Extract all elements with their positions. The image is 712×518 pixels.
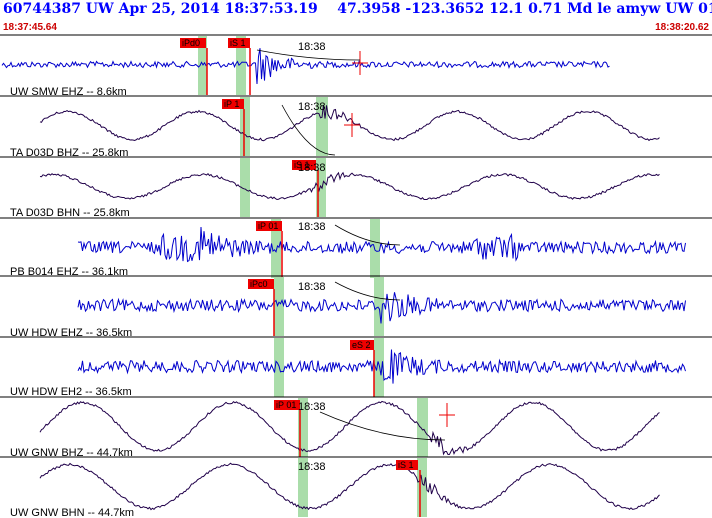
waveform-trace [39, 171, 660, 201]
pick-window [240, 158, 250, 217]
station-channel-label: UW GNW BHZ -- 44.7km [10, 447, 133, 459]
waveform-trace [39, 104, 660, 142]
waveform-trace [1, 48, 610, 85]
station-channel-label: PB B014 EHZ -- 36.1km [10, 266, 128, 278]
pick-window [316, 97, 328, 156]
pick-label-box[interactable] [396, 460, 418, 470]
travel-time-curve [319, 411, 446, 441]
trace-time-label: 18:38 [298, 281, 326, 293]
pick-phase-label[interactable]: iS 1 [294, 160, 310, 170]
pick-window [298, 398, 308, 457]
travel-time-curve [281, 104, 336, 156]
pick-window [374, 338, 384, 397]
trace-time-label: 18:38 [298, 221, 326, 233]
trace-time-label: 18:38 [298, 461, 326, 473]
pick-window [240, 97, 250, 156]
trace-time-label: 18:38 [298, 401, 326, 413]
pick-window [374, 277, 384, 336]
trace-time-label: 18:38 [298, 101, 326, 113]
travel-time-curve [334, 224, 401, 246]
travel-time-curve [334, 281, 401, 301]
pick-window [236, 36, 246, 95]
pick-window [271, 219, 281, 278]
pick-phase-label[interactable]: iPd0 [182, 38, 200, 48]
waveform-trace [39, 400, 660, 456]
window-end-time: 18:38:20.62 [655, 22, 709, 33]
pick-label-box[interactable] [228, 38, 250, 48]
pick-window [198, 36, 207, 95]
pick-label-box[interactable] [350, 340, 374, 350]
pick-window [417, 458, 427, 517]
pick-label-box[interactable] [274, 400, 300, 410]
pick-label-box[interactable] [256, 221, 282, 231]
station-channel-label: TA D03D BHN -- 25.8km [10, 207, 130, 219]
pick-label-box[interactable] [292, 160, 316, 170]
pick-window [417, 398, 428, 457]
pick-window [274, 277, 284, 336]
station-channel-label: UW SMW EHZ -- 8.6km [10, 86, 127, 98]
waveform-trace [77, 349, 686, 384]
pick-phase-label[interactable]: iP 01 [276, 400, 296, 410]
waveform-trace [77, 226, 686, 263]
travel-time-curve [256, 49, 361, 61]
pick-phase-label[interactable]: iPc0 [250, 279, 268, 289]
station-channel-label: UW HDW EH2 -- 36.5km [10, 386, 132, 398]
pick-phase-label[interactable]: iP 01 [258, 221, 278, 231]
waveform-trace [39, 462, 660, 511]
station-channel-label: UW GNW BHN -- 44.7km [10, 507, 134, 518]
trace-time-label: 18:38 [298, 162, 326, 174]
pick-phase-label[interactable]: iS 1 [230, 38, 246, 48]
pick-label-box[interactable] [248, 279, 274, 289]
pick-window [298, 458, 308, 517]
event-header-title: 60744387 UW Apr 25, 2014 18:37:53.19 47.… [3, 1, 712, 17]
window-start-time: 18:37:45.64 [3, 22, 57, 33]
pick-phase-label[interactable]: eS 2 [352, 340, 371, 350]
pick-label-box[interactable] [180, 38, 206, 48]
trace-time-label: 18:38 [298, 41, 326, 53]
pick-label-box[interactable] [222, 99, 244, 109]
pick-phase-label[interactable]: iP 1 [224, 99, 239, 109]
waveform-trace [77, 292, 686, 324]
pick-phase-label[interactable]: iS 1 [398, 460, 414, 470]
station-channel-label: UW HDW EHZ -- 36.5km [10, 327, 132, 339]
station-channel-label: TA D03D BHZ -- 25.8km [10, 147, 128, 159]
